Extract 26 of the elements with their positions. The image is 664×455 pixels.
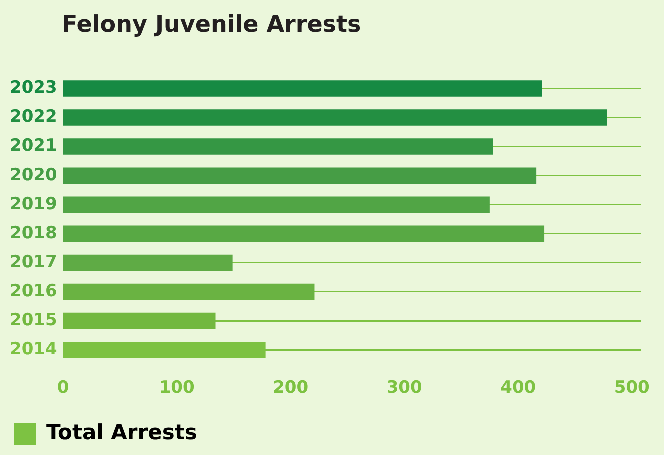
- legend-label: Total Arrests: [46, 420, 198, 444]
- bar: [63, 284, 315, 300]
- x-tick-label: 300: [386, 378, 423, 398]
- bar: [63, 138, 494, 155]
- bar: [63, 168, 537, 184]
- bar: [63, 110, 608, 126]
- bar: [63, 254, 233, 272]
- y-tick-label: 2023: [10, 78, 58, 98]
- chart-title: Felony Juvenile Arrests: [62, 12, 362, 38]
- y-tick-label: 2016: [10, 281, 58, 302]
- y-tick-label: 2022: [10, 107, 58, 128]
- x-tick-label: 400: [500, 378, 536, 398]
- y-tick-label: 2020: [10, 165, 58, 186]
- y-tick-label: 2018: [10, 223, 58, 244]
- x-tick-label: 200: [273, 378, 309, 398]
- x-tick-label: 100: [159, 378, 195, 398]
- x-tick-label: 500: [614, 378, 650, 398]
- y-tick-label: 2017: [10, 252, 58, 272]
- bar: [63, 226, 545, 242]
- y-tick-label: 2014: [10, 340, 58, 360]
- y-tick-label: 2015: [10, 310, 58, 330]
- y-tick-label: 2019: [10, 194, 58, 214]
- bar: [63, 196, 490, 214]
- x-tick-label: 0: [57, 378, 70, 398]
- bar: [63, 80, 542, 97]
- y-tick-label: 2021: [10, 136, 58, 156]
